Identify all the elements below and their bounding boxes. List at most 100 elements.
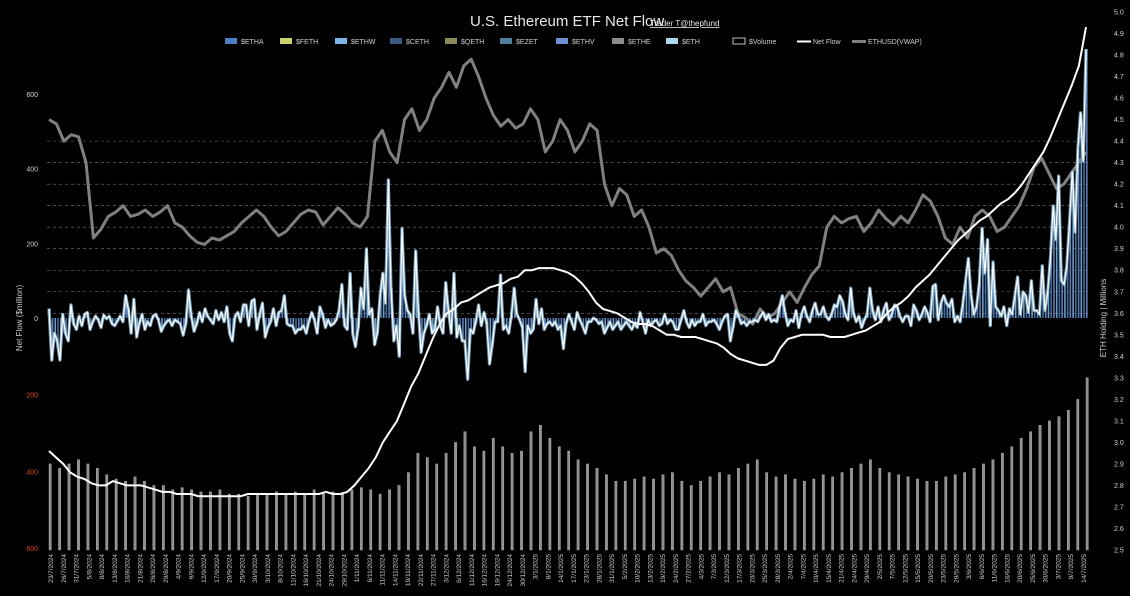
x-tick-label: 11/11/2024 (380, 554, 387, 586)
x-tick-label: 12/5/2025 (902, 554, 909, 583)
net-flow-bar (1066, 265, 1069, 318)
y2-tick-label: 4.3 (1114, 160, 1124, 167)
volume-bar (303, 493, 307, 551)
net-flow-bar (369, 314, 371, 318)
y2-tick-label: 5.0 (1114, 10, 1124, 17)
x-tick-label: 16/10/2024 (303, 554, 310, 587)
net-flow-bar (489, 318, 492, 364)
volume-bar (765, 472, 769, 551)
y2-axis-label: ETH Holding | Millions (1099, 279, 1108, 358)
net-flow-bar (1034, 310, 1036, 318)
net-flow-bar (982, 228, 984, 318)
line-series (47, 26, 1088, 498)
net-flow-bar (330, 318, 333, 326)
x-tick-label: 12/3/2025 (724, 554, 731, 583)
net-flow-bar (1039, 314, 1042, 318)
net-flow-bar (812, 310, 814, 318)
x-tick-label: 2/5/2025 (877, 554, 884, 580)
x-tick-label: 6/11/2024 (367, 554, 374, 583)
y2-tick-label: 4.0 (1114, 225, 1124, 232)
y2-tick-label: 3.9 (1114, 246, 1124, 253)
legend-item-label: $ETHE (628, 39, 651, 46)
net-flow-bar (1055, 239, 1058, 318)
volume-bar (623, 480, 627, 551)
x-tick-label: 28/1/2025 (596, 554, 603, 583)
x-tick-label: 5/8/2024 (86, 554, 93, 580)
x-tick-label: 16/12/2024 (482, 554, 489, 587)
volume-bar (821, 474, 825, 551)
volume-bar (293, 491, 297, 551)
volume-bar (869, 459, 872, 551)
x-tick-label: 13/2/2025 (647, 554, 654, 583)
volume-bar (143, 480, 146, 551)
x-tick-label: 19/12/2024 (494, 554, 501, 587)
x-tick-label: 4/9/2024 (176, 554, 183, 580)
volume-bar (991, 459, 995, 551)
x-tick-label: 16/6/2025 (1004, 554, 1011, 583)
x-tick-label: 3/1/2025 (533, 554, 540, 580)
y2-tick-label: 2.8 (1114, 483, 1124, 490)
volume-bar (1057, 416, 1061, 551)
legend-item-label: Net Flow (813, 39, 842, 46)
x-tick-label: 25/9/2024 (239, 554, 246, 583)
x-tick-label: 29/5/2025 (953, 554, 960, 583)
volume-bar (784, 474, 787, 551)
net-flow-bar (1023, 291, 1025, 318)
net-flow-bar (743, 318, 746, 322)
legend-item-label: $ETHV (572, 39, 595, 46)
y-tick-label: 200 (26, 241, 38, 248)
net-flow-bar (943, 295, 946, 318)
volume-bar (284, 493, 288, 551)
legend: $ETHA $FETH $ETHW $CETH $QETH $EZET $ETHV $ETHE… (225, 37, 922, 46)
x-tick-label: 25/3/2025 (762, 554, 769, 583)
legend-item-label: $EZET (516, 39, 539, 46)
x-tick-label: 16/8/2024 (125, 554, 132, 583)
x-tick-label: 29/8/2024 (163, 554, 170, 583)
volume-bar (548, 437, 552, 551)
legend-swatch (280, 38, 292, 44)
x-tick-label: 23/7/2024 (48, 554, 55, 583)
volume-bar (322, 493, 325, 551)
net-flow-bar (557, 318, 560, 330)
x-tick-label: 14/7/2025 (1081, 554, 1088, 583)
y2-tick-label: 3.8 (1114, 268, 1124, 275)
y2-tick-label: 4.4 (1114, 139, 1124, 146)
volume-bar (699, 480, 703, 551)
volume-bar (680, 480, 684, 551)
x-tick-label: 8/8/2024 (99, 554, 106, 580)
volume-bar (152, 485, 156, 551)
volume-bar (491, 437, 495, 551)
x-tick-label: 20/9/2024 (227, 554, 234, 583)
volume-bar (237, 493, 241, 551)
x-tick-label: 20/6/2025 (1017, 554, 1024, 583)
net-flow-bar (672, 318, 675, 322)
volume-bar (859, 463, 863, 551)
y2-tick-label: 2.6 (1114, 526, 1124, 533)
volume-bar (982, 463, 985, 551)
x-tick-label: 9/7/2025 (1068, 554, 1075, 580)
net-flow-bar (820, 314, 823, 318)
volume-bar (897, 474, 901, 551)
volume-bar (265, 493, 269, 551)
x-tick-label: 21/8/2024 (137, 554, 144, 583)
chart-credit[interactable]: Trader T@thepfund (650, 19, 720, 28)
net-flow-bar (1028, 312, 1031, 318)
legend-swatch (225, 38, 237, 44)
net-flow-bar (1080, 112, 1083, 319)
net-flow-bar (741, 318, 743, 324)
net-flow-bar (1020, 314, 1022, 318)
volume-bar (963, 472, 966, 551)
volume-bar (67, 463, 71, 551)
y2-tick-label: 4.9 (1114, 31, 1124, 38)
net-flow-bar (1053, 206, 1055, 318)
net-flow-bar (716, 318, 719, 324)
volume-bar (671, 472, 674, 551)
net-flow-bar (620, 318, 623, 330)
net-flow-bar (522, 318, 524, 328)
x-tick-label: 23/1/2025 (584, 554, 591, 583)
volume-bar (916, 478, 919, 551)
volume-bar (312, 489, 316, 551)
